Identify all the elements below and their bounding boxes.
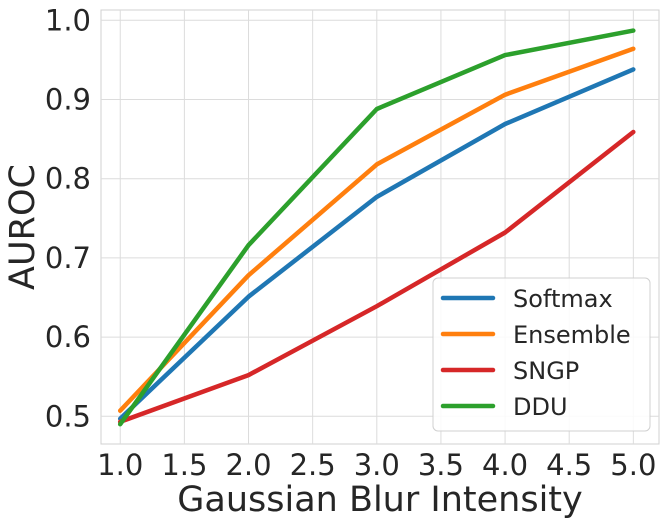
legend-label-sngp: SNGP	[513, 357, 579, 385]
x-tick-label: 5.0	[610, 448, 656, 482]
series-line-ensemble	[117, 46, 636, 413]
y-axis-label: AUROC	[3, 164, 43, 290]
legend-label-ensemble: Ensemble	[513, 321, 631, 349]
y-tick-label: 0.6	[45, 320, 91, 354]
x-tick-label: 2.0	[225, 448, 271, 482]
x-tick-label: 3.5	[418, 448, 464, 482]
x-tick-label: 4.5	[546, 448, 592, 482]
y-tick-label: 0.5	[45, 399, 91, 433]
x-axis-label: Gaussian Blur Intensity	[177, 480, 582, 520]
y-tick-label: 0.8	[45, 162, 91, 196]
data-series	[117, 28, 636, 427]
series-line-ddu	[117, 28, 636, 427]
x-tick-label: 2.5	[290, 448, 336, 482]
x-tick-label: 1.5	[161, 448, 207, 482]
y-tick-label: 1.0	[45, 3, 91, 37]
y-tick-label: 0.9	[45, 82, 91, 116]
legend: Softmax Ensemble SNGP DDU	[432, 277, 651, 432]
legend-box	[432, 277, 651, 432]
legend-label-ddu: DDU	[513, 393, 568, 421]
y-tick-labels: 0.5 0.6 0.7 0.8 0.9 1.0	[45, 3, 91, 433]
x-tick-label: 1.0	[97, 448, 143, 482]
series-line-sngp	[117, 129, 636, 425]
series-line-softmax	[117, 67, 636, 421]
y-tick-label: 0.7	[45, 241, 91, 275]
x-tick-labels: 1.0 1.5 2.0 2.5 3.0 3.5 4.0 4.5 5.0	[97, 448, 656, 482]
x-tick-label: 4.0	[482, 448, 528, 482]
legend-label-softmax: Softmax	[513, 285, 613, 313]
x-tick-label: 3.0	[354, 448, 400, 482]
